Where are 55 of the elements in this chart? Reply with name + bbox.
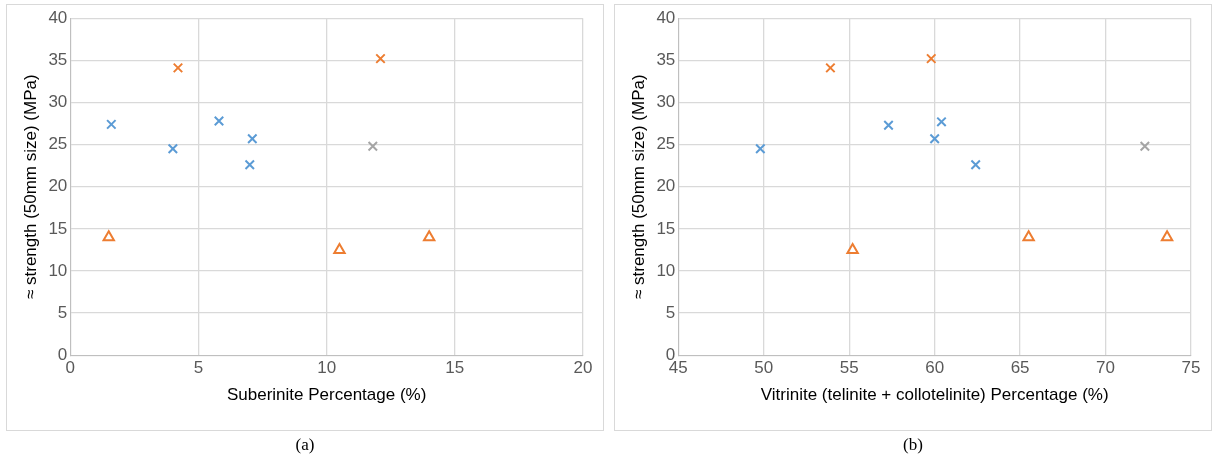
point [925,53,937,64]
point [172,62,184,74]
y-tick-label: 15 [656,218,676,238]
point [244,159,255,171]
point [1160,230,1174,242]
y-axis-title: ≈ strength (50mm size) (MPa) [628,74,648,300]
point [825,62,836,74]
point [883,119,894,131]
point [755,143,766,155]
x-tick-label: 65 [1010,358,1030,378]
y-tick-label: 30 [48,92,68,112]
point [247,133,258,144]
y-tick-label: 30 [656,92,676,112]
point [423,230,436,242]
y-tick-label: 20 [48,176,68,196]
y-tick-label: 25 [48,134,68,154]
y-tick-label: 5 [665,302,676,322]
x-tick-label: 70 [1096,358,1116,378]
point [367,141,379,152]
y-tick-label: 35 [48,50,68,70]
y-tick-label: 35 [656,50,676,70]
point [936,116,947,128]
x-tick-label: 20 [573,358,593,378]
y-tick-label: 15 [48,218,68,238]
point [213,115,225,127]
x-tick-label: 15 [445,358,465,378]
point [970,159,981,171]
x-tick-label: 60 [925,358,945,378]
point [1022,230,1035,242]
point [846,242,859,254]
x-tick-label: 5 [193,358,204,378]
x-tick-label: 75 [1181,358,1201,378]
y-tick-label: 10 [48,260,68,280]
x-axis-title: Suberinite Percentage (%) [226,385,427,405]
point [929,133,940,144]
text: (b) [903,435,923,455]
point [102,230,115,242]
point [333,242,346,254]
y-tick-label: 5 [57,302,68,322]
point [167,143,179,155]
text: (a) [295,435,315,455]
y-tick-label: 40 [656,7,676,27]
y-tick-label: 40 [48,7,68,27]
y-axis-title: ≈ strength (50mm size) (MPa) [20,74,40,300]
x-axis-title: Vitrinite (telinite + collotelinite) Percentage (%) [760,385,1109,405]
y-tick-label: 10 [656,260,676,280]
y-tick-label: 25 [656,134,676,154]
y-tick-label: 20 [656,176,676,196]
point [375,53,386,64]
x-tick-label: 55 [839,358,859,378]
y-tick-label: 0 [57,344,68,364]
x-tick-label: 50 [754,358,774,378]
point [1139,141,1151,152]
x-tick-label: 10 [317,358,337,378]
point [106,119,117,130]
